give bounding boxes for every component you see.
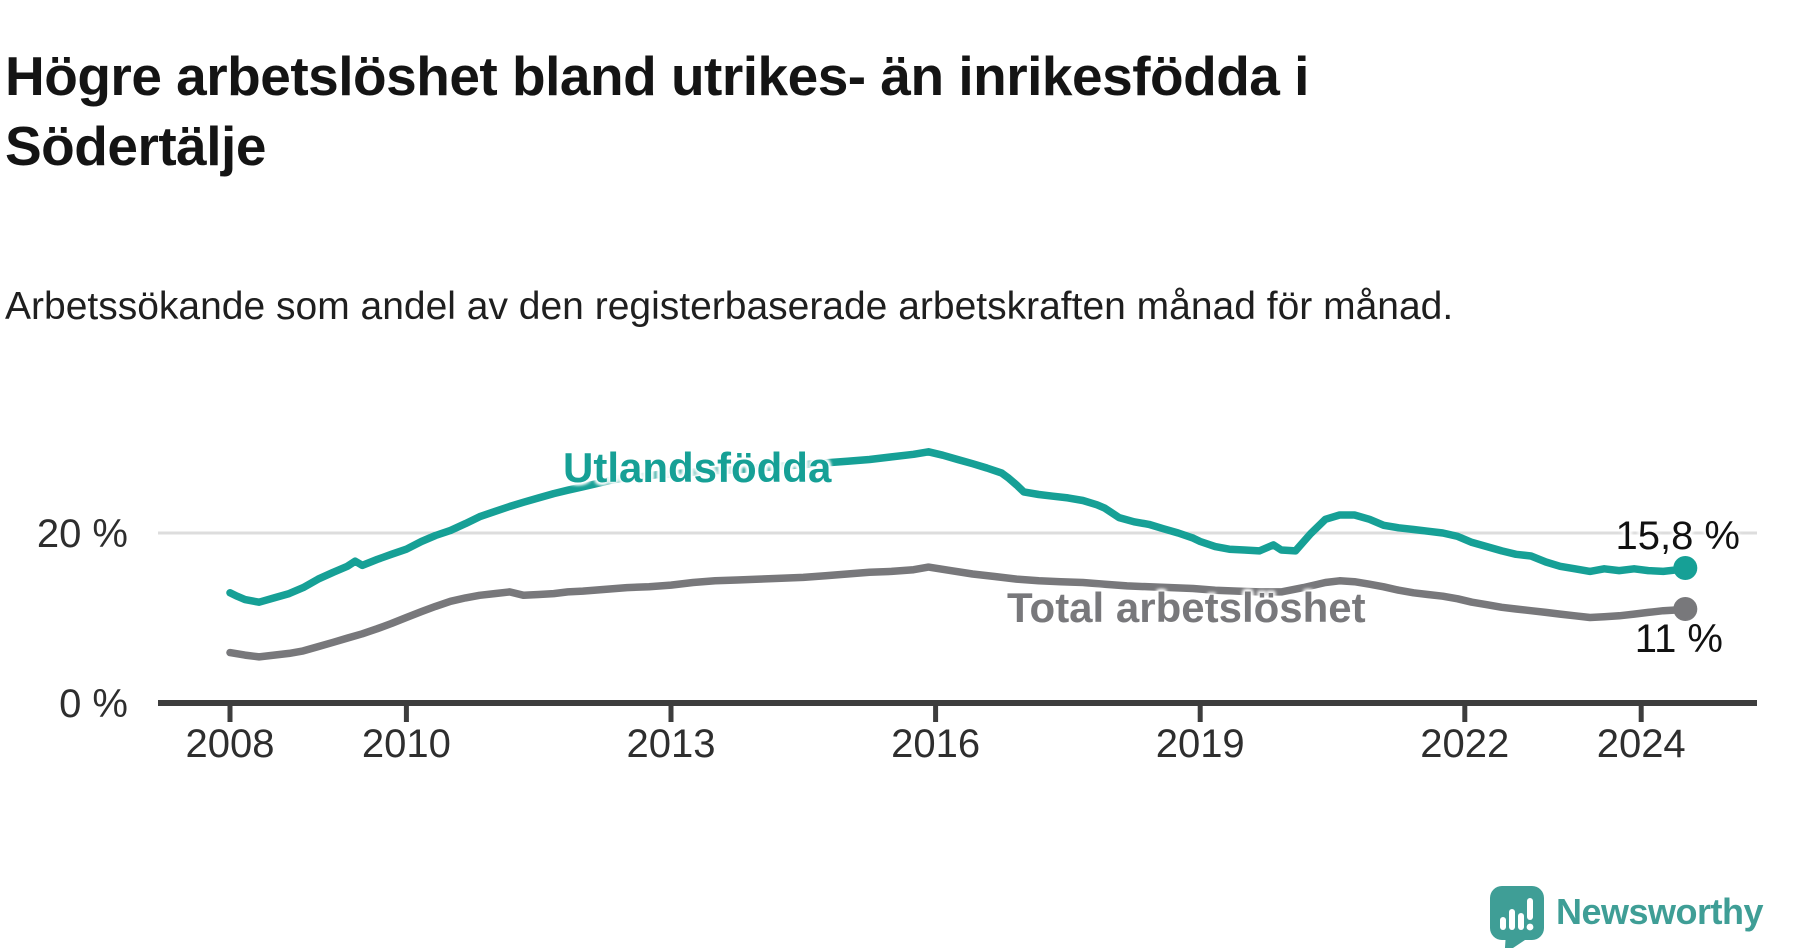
x-tick-label-2024: 2024	[1596, 722, 1686, 766]
x-axis-ticks	[227, 706, 1644, 722]
series-label-utlandsfodda: Utlandsfödda	[563, 444, 832, 491]
x-tick-label-2010: 2010	[361, 722, 451, 766]
value-label-utlandsfodda: 15,8 %	[1615, 514, 1740, 558]
series-label-total-arbetsloshet: Total arbetslöshet	[1007, 584, 1366, 631]
end-dot-utlandsfodda	[1673, 556, 1698, 580]
y-tick-label-0: 0 %	[59, 682, 128, 726]
chart-subtitle: Arbetssökande som andel av den registerb…	[5, 285, 1454, 328]
page-title: Högre arbetslöshet bland utrikes- än inr…	[5, 44, 1309, 178]
x-tick-label-2008: 2008	[185, 722, 275, 766]
x-tick-label-2013: 2013	[626, 722, 716, 766]
value-label-total: 11 %	[1634, 617, 1723, 661]
x-tick-label-2019: 2019	[1155, 722, 1245, 766]
line-utlandsfodda	[226, 448, 1690, 606]
y-tick-label-20: 20 %	[36, 512, 128, 556]
end-dot-total	[1673, 597, 1698, 621]
line-total-arbetsloshet	[226, 563, 1690, 661]
x-tick-label-2022: 2022	[1420, 722, 1510, 766]
brand-name: Newsworthy	[1556, 891, 1764, 932]
x-tick-label-2016: 2016	[891, 722, 981, 766]
